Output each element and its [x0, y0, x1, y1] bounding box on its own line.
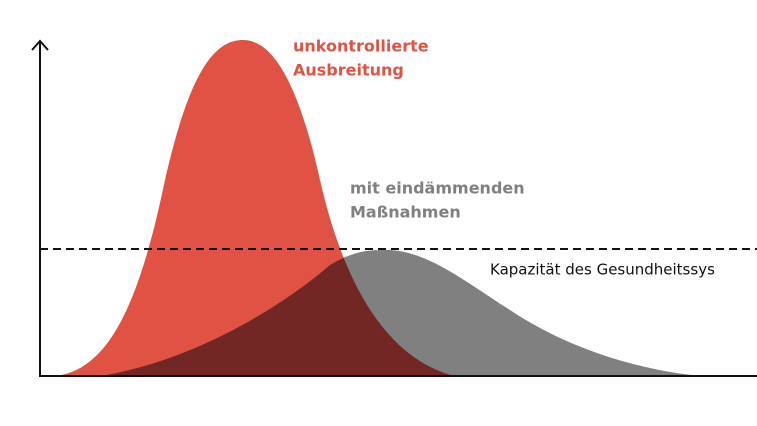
y-axis-arrow	[31, 39, 49, 51]
contained-label: Maßnahmen	[350, 203, 461, 222]
capacity-label: Kapazität des Gesundheitssys	[490, 261, 715, 279]
uncontrolled-label: Ausbreitung	[293, 61, 404, 80]
contained-label: mit eindämmenden	[350, 179, 525, 198]
uncontrolled-label: unkontrollierte	[293, 37, 429, 56]
